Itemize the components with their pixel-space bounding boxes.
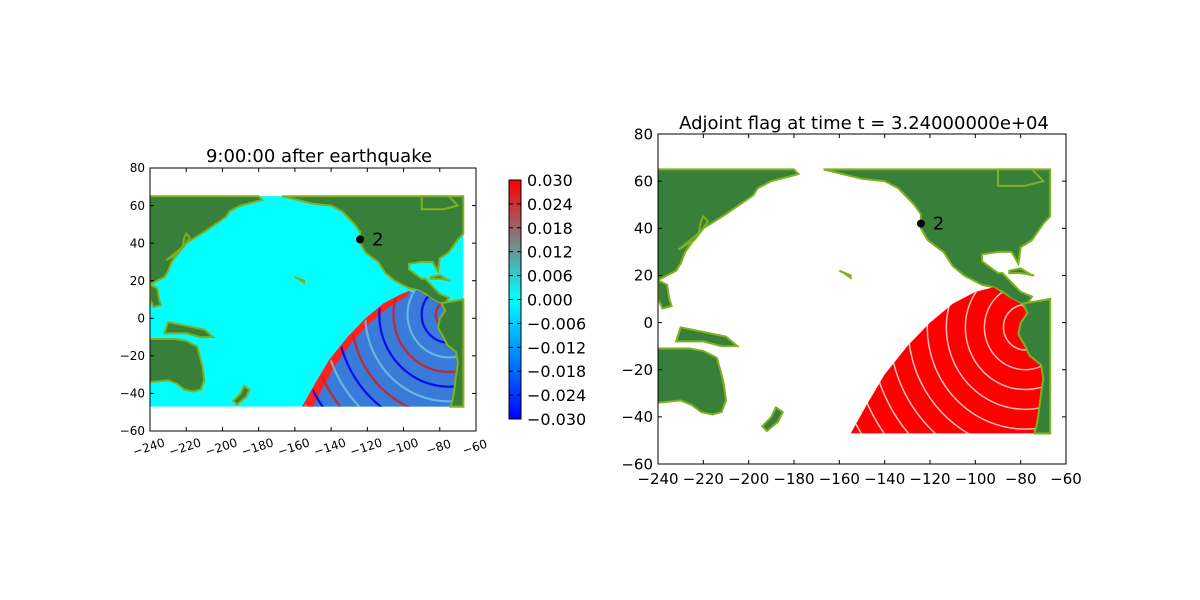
land-mass [674, 326, 741, 348]
wave-front [302, 290, 411, 407]
x-tick-label: −240 [637, 470, 678, 488]
land-mass [658, 347, 728, 416]
colorbar-tick-label: 0.030 [527, 171, 573, 190]
x-tick-label: −120 [348, 435, 384, 459]
flag-ring [945, 287, 1044, 411]
x-tick-label: −200 [728, 470, 769, 488]
land-mass [1008, 267, 1035, 277]
y-tick-label: −60 [120, 424, 145, 438]
x-tick-label: −220 [683, 470, 724, 488]
wave-ring [406, 290, 458, 359]
land-mass [838, 269, 852, 280]
y-tick-label: 80 [634, 125, 653, 143]
y-tick-label: 0 [137, 311, 145, 325]
x-tick-label: −240 [131, 435, 167, 459]
x-tick-label: −180 [773, 470, 814, 488]
gauge-marker: 2 [916, 214, 944, 235]
gauge-dot [916, 219, 925, 228]
y-tick-label: 40 [634, 220, 653, 238]
land-mass [165, 232, 192, 261]
flag-region [850, 287, 1044, 434]
wave-ring [378, 290, 458, 388]
colorbar-tick-label: 0.000 [527, 291, 573, 310]
x-tick-label: −120 [909, 470, 950, 488]
colorbar-tick-label: −0.018 [527, 362, 586, 381]
gauge-marker: 2 [356, 229, 384, 250]
y-tick-label: −40 [120, 387, 145, 401]
y-tick-label: −40 [621, 408, 653, 426]
x-tick-label: −200 [203, 435, 239, 459]
x-tick-label: −100 [384, 435, 420, 459]
y-tick-label: −20 [120, 349, 145, 363]
plot-frame [149, 167, 477, 432]
y-tick-label: 60 [130, 199, 145, 213]
land-mass [231, 384, 251, 407]
colorbar-tick-label: 0.012 [527, 243, 573, 262]
wave-ring [392, 290, 458, 374]
y-tick-label: −20 [621, 361, 653, 379]
land-mass [420, 195, 460, 211]
land-mass [658, 278, 673, 310]
gauge-label: 2 [933, 214, 944, 235]
x-tick-label: −80 [424, 437, 452, 458]
x-tick-label: −160 [276, 435, 312, 459]
y-tick-label: 60 [634, 172, 653, 190]
wave-region [303, 290, 458, 407]
colorbar-tick-label: −0.024 [527, 386, 586, 405]
y-tick-label: 0 [643, 314, 653, 332]
land-mass [436, 298, 465, 408]
panel-2-title: Adjoint flag at time t = 3.24000000e+04 [679, 113, 1049, 134]
gauge-dot [356, 235, 365, 244]
land-mass [294, 276, 305, 285]
x-tick-label: −220 [167, 435, 203, 459]
x-tick-label: −80 [1005, 470, 1037, 488]
land-mass [658, 168, 801, 282]
panel-1-title: 9:00:00 after earthquake [206, 146, 432, 167]
colorbar-tick-label: −0.012 [527, 338, 586, 357]
y-tick-label: 80 [130, 161, 145, 175]
flag-ring [983, 287, 1044, 371]
flag-ring [926, 287, 1044, 430]
land-mass [429, 274, 451, 282]
y-tick-label: 40 [130, 236, 145, 250]
land-mass [997, 168, 1046, 187]
x-tick-label: −60 [461, 437, 489, 458]
land-mass [150, 283, 163, 309]
surface-elevation-panel: 9:00:00 after earthquake −240 −220 −200 −18… [120, 146, 489, 459]
plot-frame [657, 133, 1067, 465]
y-tick-label: 20 [634, 267, 653, 285]
flag-ring [964, 287, 1044, 391]
land-mass [150, 195, 265, 286]
x-tick-label: −140 [864, 470, 905, 488]
x-tick-label: −160 [819, 470, 860, 488]
gauge-label: 2 [372, 229, 383, 250]
x-tick-label: −140 [312, 435, 348, 459]
adjoint-flag-panel: Adjoint flag at time t = 3.24000000e+04 … [621, 113, 1081, 488]
colorbar: 0.030 0.024 0.018 0.012 0.006 0.000 −0.006 −0.0… [508, 171, 586, 429]
y-tick-label: −60 [621, 455, 653, 473]
colorbar-tick-label: 0.006 [527, 267, 573, 286]
x-tick-label: −60 [1050, 470, 1082, 488]
colorbar-tick-label: −0.030 [527, 410, 586, 429]
axis-ticks: −240 −220 −200 −180 −160 −140 −120 −100 −80 −6080… [621, 125, 1081, 488]
colorbar-tick-label: 0.018 [527, 219, 573, 238]
land-mass [1017, 297, 1052, 435]
y-tick-label: 20 [130, 274, 145, 288]
colorbar-tick-label: 0.024 [527, 195, 573, 214]
land-mass [760, 405, 784, 433]
colorbar-tick-label: −0.006 [527, 314, 586, 333]
x-tick-label: −100 [955, 470, 996, 488]
land-mass [163, 320, 217, 339]
land-mass [677, 214, 710, 251]
x-tick-label: −180 [240, 435, 276, 459]
land-mass [150, 338, 206, 393]
